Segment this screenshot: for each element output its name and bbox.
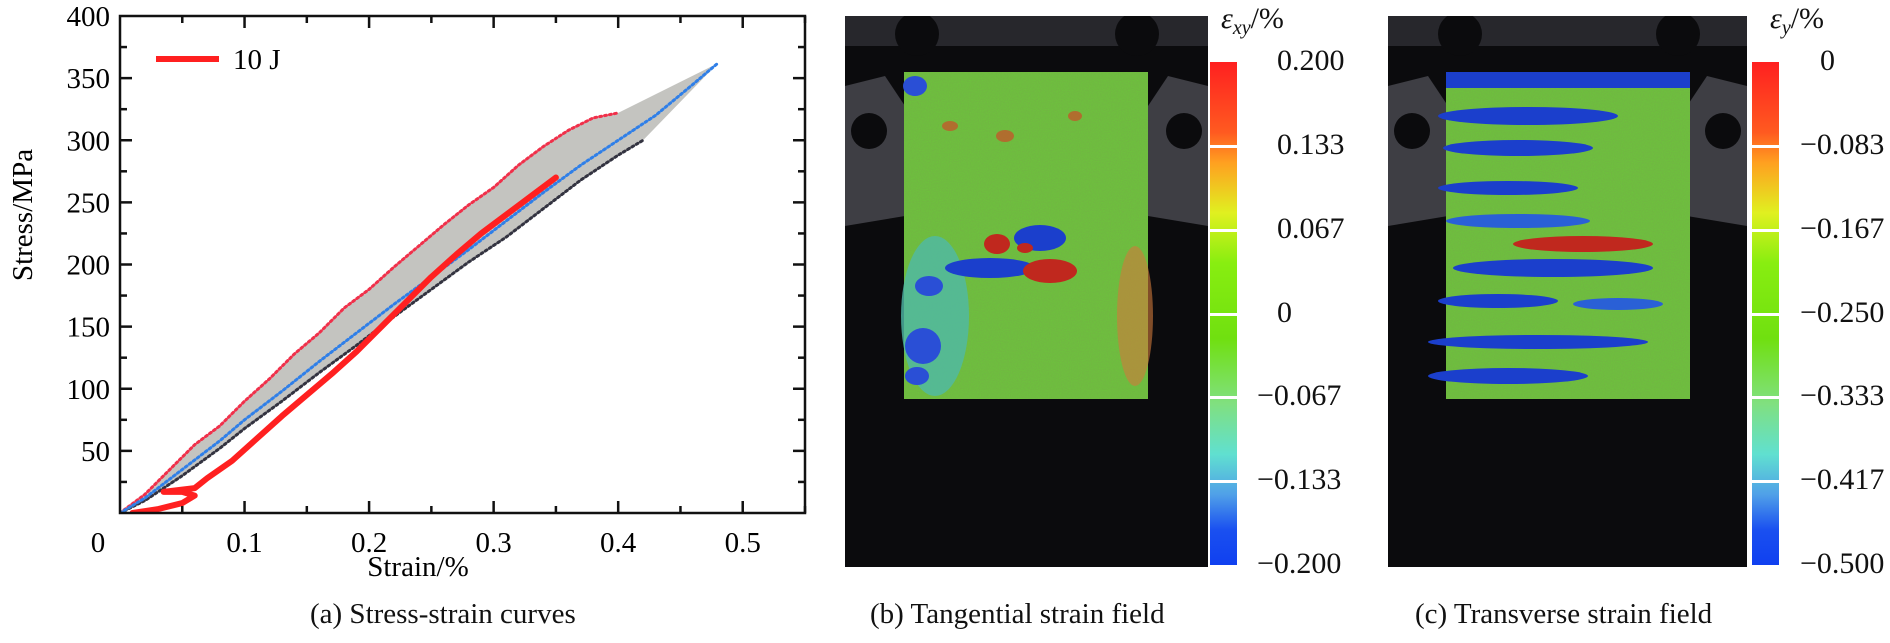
caption-a: (a) Stress-strain curves	[310, 598, 576, 630]
colorbar-separator	[1752, 228, 1779, 232]
colorbar-tick-label: 0	[1820, 44, 1835, 77]
colorbar-unit-b: /%	[1250, 2, 1284, 35]
x-tick-label: 0.5	[725, 527, 761, 559]
colorbar-separator	[1210, 228, 1237, 232]
colorbar-separator	[1210, 144, 1237, 148]
y-tick-label: 50	[81, 436, 110, 468]
colorbar-tick-label: −0.250	[1800, 295, 1885, 329]
colorbar-tick-label: 0.133	[1277, 127, 1345, 161]
y-tick-label: 250	[67, 187, 111, 219]
colorbar-symbol-b: ε	[1221, 2, 1233, 35]
tangential-strain-field-image	[845, 16, 1208, 567]
y-tick-label: 350	[67, 63, 111, 95]
series-line-mean	[120, 61, 720, 513]
x-tick-label: 0.2	[351, 527, 387, 559]
colorbar-separator	[1752, 480, 1779, 484]
colorbar-tick-label: −0.417	[1800, 463, 1885, 497]
colorbar-separator	[1752, 144, 1779, 148]
y-tick-label: 150	[67, 312, 111, 344]
colorbar-tick-label: −0.067	[1257, 379, 1342, 413]
x-axis-label: Strain/%	[367, 551, 469, 583]
legend-label-10j: 10 J	[233, 44, 281, 76]
colorbar-tick-label: −0.167	[1800, 211, 1885, 245]
colorbar-tick-label: −0.133	[1257, 463, 1342, 497]
caption-b: (b) Tangential strain field	[870, 598, 1165, 630]
colorbar-separator	[1210, 480, 1237, 484]
colorbar-tick-label: −0.333	[1800, 379, 1885, 413]
colorbar-subscript-b: xy	[1232, 17, 1251, 39]
y-tick-label: 300	[67, 125, 111, 157]
y-axis-label: Stress/MPa	[7, 149, 39, 281]
colorbar-tick-label: 0.200	[1277, 44, 1345, 77]
colorbar-tick-label: −0.083	[1800, 127, 1885, 161]
colorbar-title-b: εxy/%	[1221, 2, 1284, 40]
origin-label: 0	[91, 527, 106, 559]
series-line-upper-bound	[120, 111, 620, 513]
x-tick-label: 0.1	[226, 527, 262, 559]
series-line-10-j	[129, 174, 559, 513]
colorbar-tick-label: −0.200	[1257, 547, 1342, 580]
strain-field-map-c	[1428, 72, 1690, 399]
colorbar-separator	[1752, 312, 1779, 316]
colorbar-tick-label: 0.067	[1277, 211, 1345, 245]
colorbar-title-c: εy/%	[1770, 2, 1824, 40]
y-tick-label: 100	[67, 374, 111, 406]
y-tick-label: 400	[67, 1, 111, 33]
x-tick-label: 0.3	[476, 527, 512, 559]
strain-field-map-b	[901, 72, 1153, 399]
transverse-strain-field-image	[1388, 16, 1747, 567]
legend: 10 J	[156, 44, 281, 76]
colorbar-separator	[1752, 396, 1779, 400]
colorbar-subscript-c: y	[1781, 17, 1791, 39]
y-tick-label: 200	[67, 250, 111, 282]
stress-strain-chart: 0.1 0.2 0.3 0.4 0.5 50 100 150 200 250 300 350 400 1…	[7, 1, 807, 583]
colorbar-tick-label: 0	[1277, 295, 1292, 329]
colorbar-tick-label: −0.500	[1800, 547, 1885, 580]
x-tick-label: 0.4	[600, 527, 637, 559]
caption-c: (c) Transverse strain field	[1415, 598, 1713, 630]
colorbar-separator	[1210, 396, 1237, 400]
colorbar-unit-c: /%	[1790, 2, 1825, 35]
colorbar-symbol-c: ε	[1770, 2, 1782, 35]
colorbar-separator	[1210, 312, 1237, 316]
